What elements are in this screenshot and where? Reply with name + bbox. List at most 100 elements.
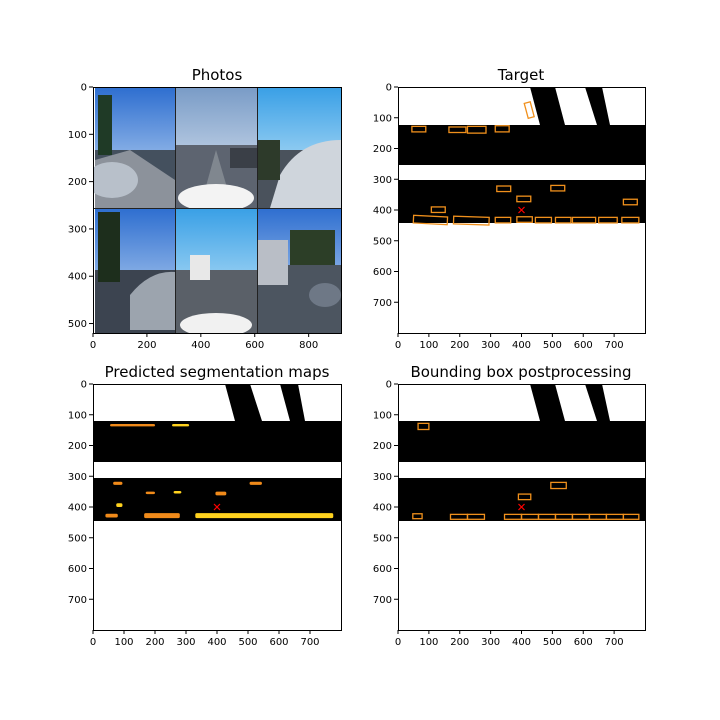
- x-tick-label: 700: [300, 637, 319, 648]
- y-tick-label: 100: [373, 113, 392, 124]
- segmentation-blob: [113, 481, 123, 485]
- bounding-box: [466, 125, 487, 134]
- y-tick-label: 0: [386, 380, 392, 391]
- x-tick-label: 700: [605, 637, 624, 648]
- postprocessing-marker: [518, 503, 525, 511]
- bounding-box: [412, 214, 449, 226]
- bounding-box: [550, 184, 566, 192]
- segmentation-blob: [144, 513, 180, 519]
- bounding-box: [516, 195, 532, 203]
- y-tick-label: 300: [68, 224, 87, 235]
- x-tick-label: 600: [269, 637, 288, 648]
- y-tick-label: 300: [68, 472, 87, 483]
- x-tick-label: 0: [90, 340, 96, 351]
- bounding-box: [494, 216, 512, 224]
- prediction-title: Predicted segmentation maps: [105, 363, 330, 381]
- postprocessing-map: [398, 384, 645, 630]
- bounding-box: [516, 216, 533, 223]
- prediction-marker: [213, 503, 221, 511]
- y-tick-label: 200: [68, 441, 87, 452]
- target-title: Target: [497, 66, 545, 84]
- prediction-axes: 0 100 200 300 400 500 600 700 0 100 200 300 400 500 60…: [68, 380, 342, 648]
- x-tick-label: 500: [543, 637, 562, 648]
- y-tick-label: 0: [81, 83, 87, 94]
- y-tick-label: 600: [373, 564, 392, 575]
- x-tick-label: 500: [543, 340, 562, 351]
- bounding-box: [554, 216, 572, 224]
- photo-grid: [93, 87, 341, 333]
- y-tick-label: 200: [373, 144, 392, 155]
- target-boxes: [411, 101, 640, 226]
- y-tick-label: 500: [373, 236, 392, 247]
- segmentation-blob: [172, 423, 190, 427]
- x-tick-label: 600: [574, 340, 593, 351]
- bounding-box: [523, 101, 535, 120]
- x-tick-label: 500: [238, 637, 257, 648]
- postprocessing-title: Bounding box postprocessing: [410, 363, 631, 381]
- segmentation-blob: [145, 491, 155, 495]
- postprocessing-panel: Bounding box postprocessing 0 100 200 300 40…: [373, 363, 646, 648]
- bounding-box: [412, 513, 423, 520]
- axes-frame: [93, 87, 342, 334]
- postprocessing-axes: 0 100 200 300 400 500 600 700 0 100 200 300 400 500 60…: [373, 380, 646, 648]
- camera-image-1: [93, 88, 175, 208]
- y-tick-label: 600: [373, 267, 392, 278]
- x-tick-label: 200: [145, 637, 164, 648]
- x-tick-label: 200: [450, 340, 469, 351]
- bounding-box: [448, 126, 467, 134]
- x-tick-label: 0: [395, 637, 401, 648]
- x-tick-label: 100: [419, 340, 438, 351]
- segmentation-blob: [116, 503, 123, 507]
- prediction-heat: [105, 423, 334, 519]
- ego-marker: [518, 206, 525, 214]
- y-tick-label: 600: [68, 564, 87, 575]
- x-tick-label: 300: [481, 637, 500, 648]
- x-tick-label: 400: [512, 340, 531, 351]
- camera-image-4: [95, 209, 175, 333]
- x-tick-label: 200: [450, 637, 469, 648]
- x-tick-label: 300: [176, 637, 195, 648]
- photos-panel: Photos: [68, 66, 342, 351]
- x-tick-label: 200: [137, 340, 156, 351]
- y-tick-label: 700: [373, 595, 392, 606]
- bounding-box: [571, 216, 597, 224]
- y-tick-label: 0: [386, 83, 392, 94]
- y-tick-label: 300: [373, 472, 392, 483]
- target-axes: 0 100 200 300 400 500 600 700 0 100 200 300 400 500 60…: [373, 83, 646, 351]
- x-tick-label: 600: [245, 340, 264, 351]
- x-tick-label: 400: [512, 637, 531, 648]
- y-tick-label: 500: [68, 533, 87, 544]
- x-tick-label: 0: [90, 637, 96, 648]
- bounding-box: [430, 206, 446, 214]
- bounding-box: [622, 198, 638, 206]
- x-tick-label: 400: [191, 340, 210, 351]
- camera-image-3: [258, 88, 341, 208]
- bounding-box: [494, 125, 510, 133]
- bounding-box: [598, 216, 618, 224]
- x-tick-label: 600: [574, 637, 593, 648]
- camera-image-5: [176, 209, 257, 333]
- y-tick-label: 400: [68, 272, 87, 283]
- y-tick-label: 200: [373, 441, 392, 452]
- y-tick-label: 700: [68, 595, 87, 606]
- bounding-box: [466, 513, 486, 520]
- y-tick-label: 0: [81, 380, 87, 391]
- segmentation-blob: [173, 491, 182, 494]
- segmentation-blob: [249, 481, 262, 485]
- photos-title: Photos: [192, 66, 243, 84]
- bounding-box: [411, 125, 427, 133]
- y-tick-label: 700: [373, 298, 392, 309]
- segmentation-blob: [110, 423, 155, 427]
- y-tick-label: 400: [68, 503, 87, 514]
- bounding-box: [622, 513, 640, 520]
- x-tick-label: 100: [114, 637, 133, 648]
- y-tick-label: 300: [373, 175, 392, 186]
- y-tick-label: 500: [68, 319, 87, 330]
- photos-axes: 0 200 400 600 800 0 100 200 300 400 500: [68, 83, 342, 351]
- segmentation-blob: [105, 513, 118, 518]
- y-tick-label: 200: [68, 177, 87, 188]
- target-map: [398, 87, 645, 333]
- bounding-box: [550, 481, 567, 490]
- y-tick-label: 500: [373, 533, 392, 544]
- bounding-box: [452, 215, 490, 226]
